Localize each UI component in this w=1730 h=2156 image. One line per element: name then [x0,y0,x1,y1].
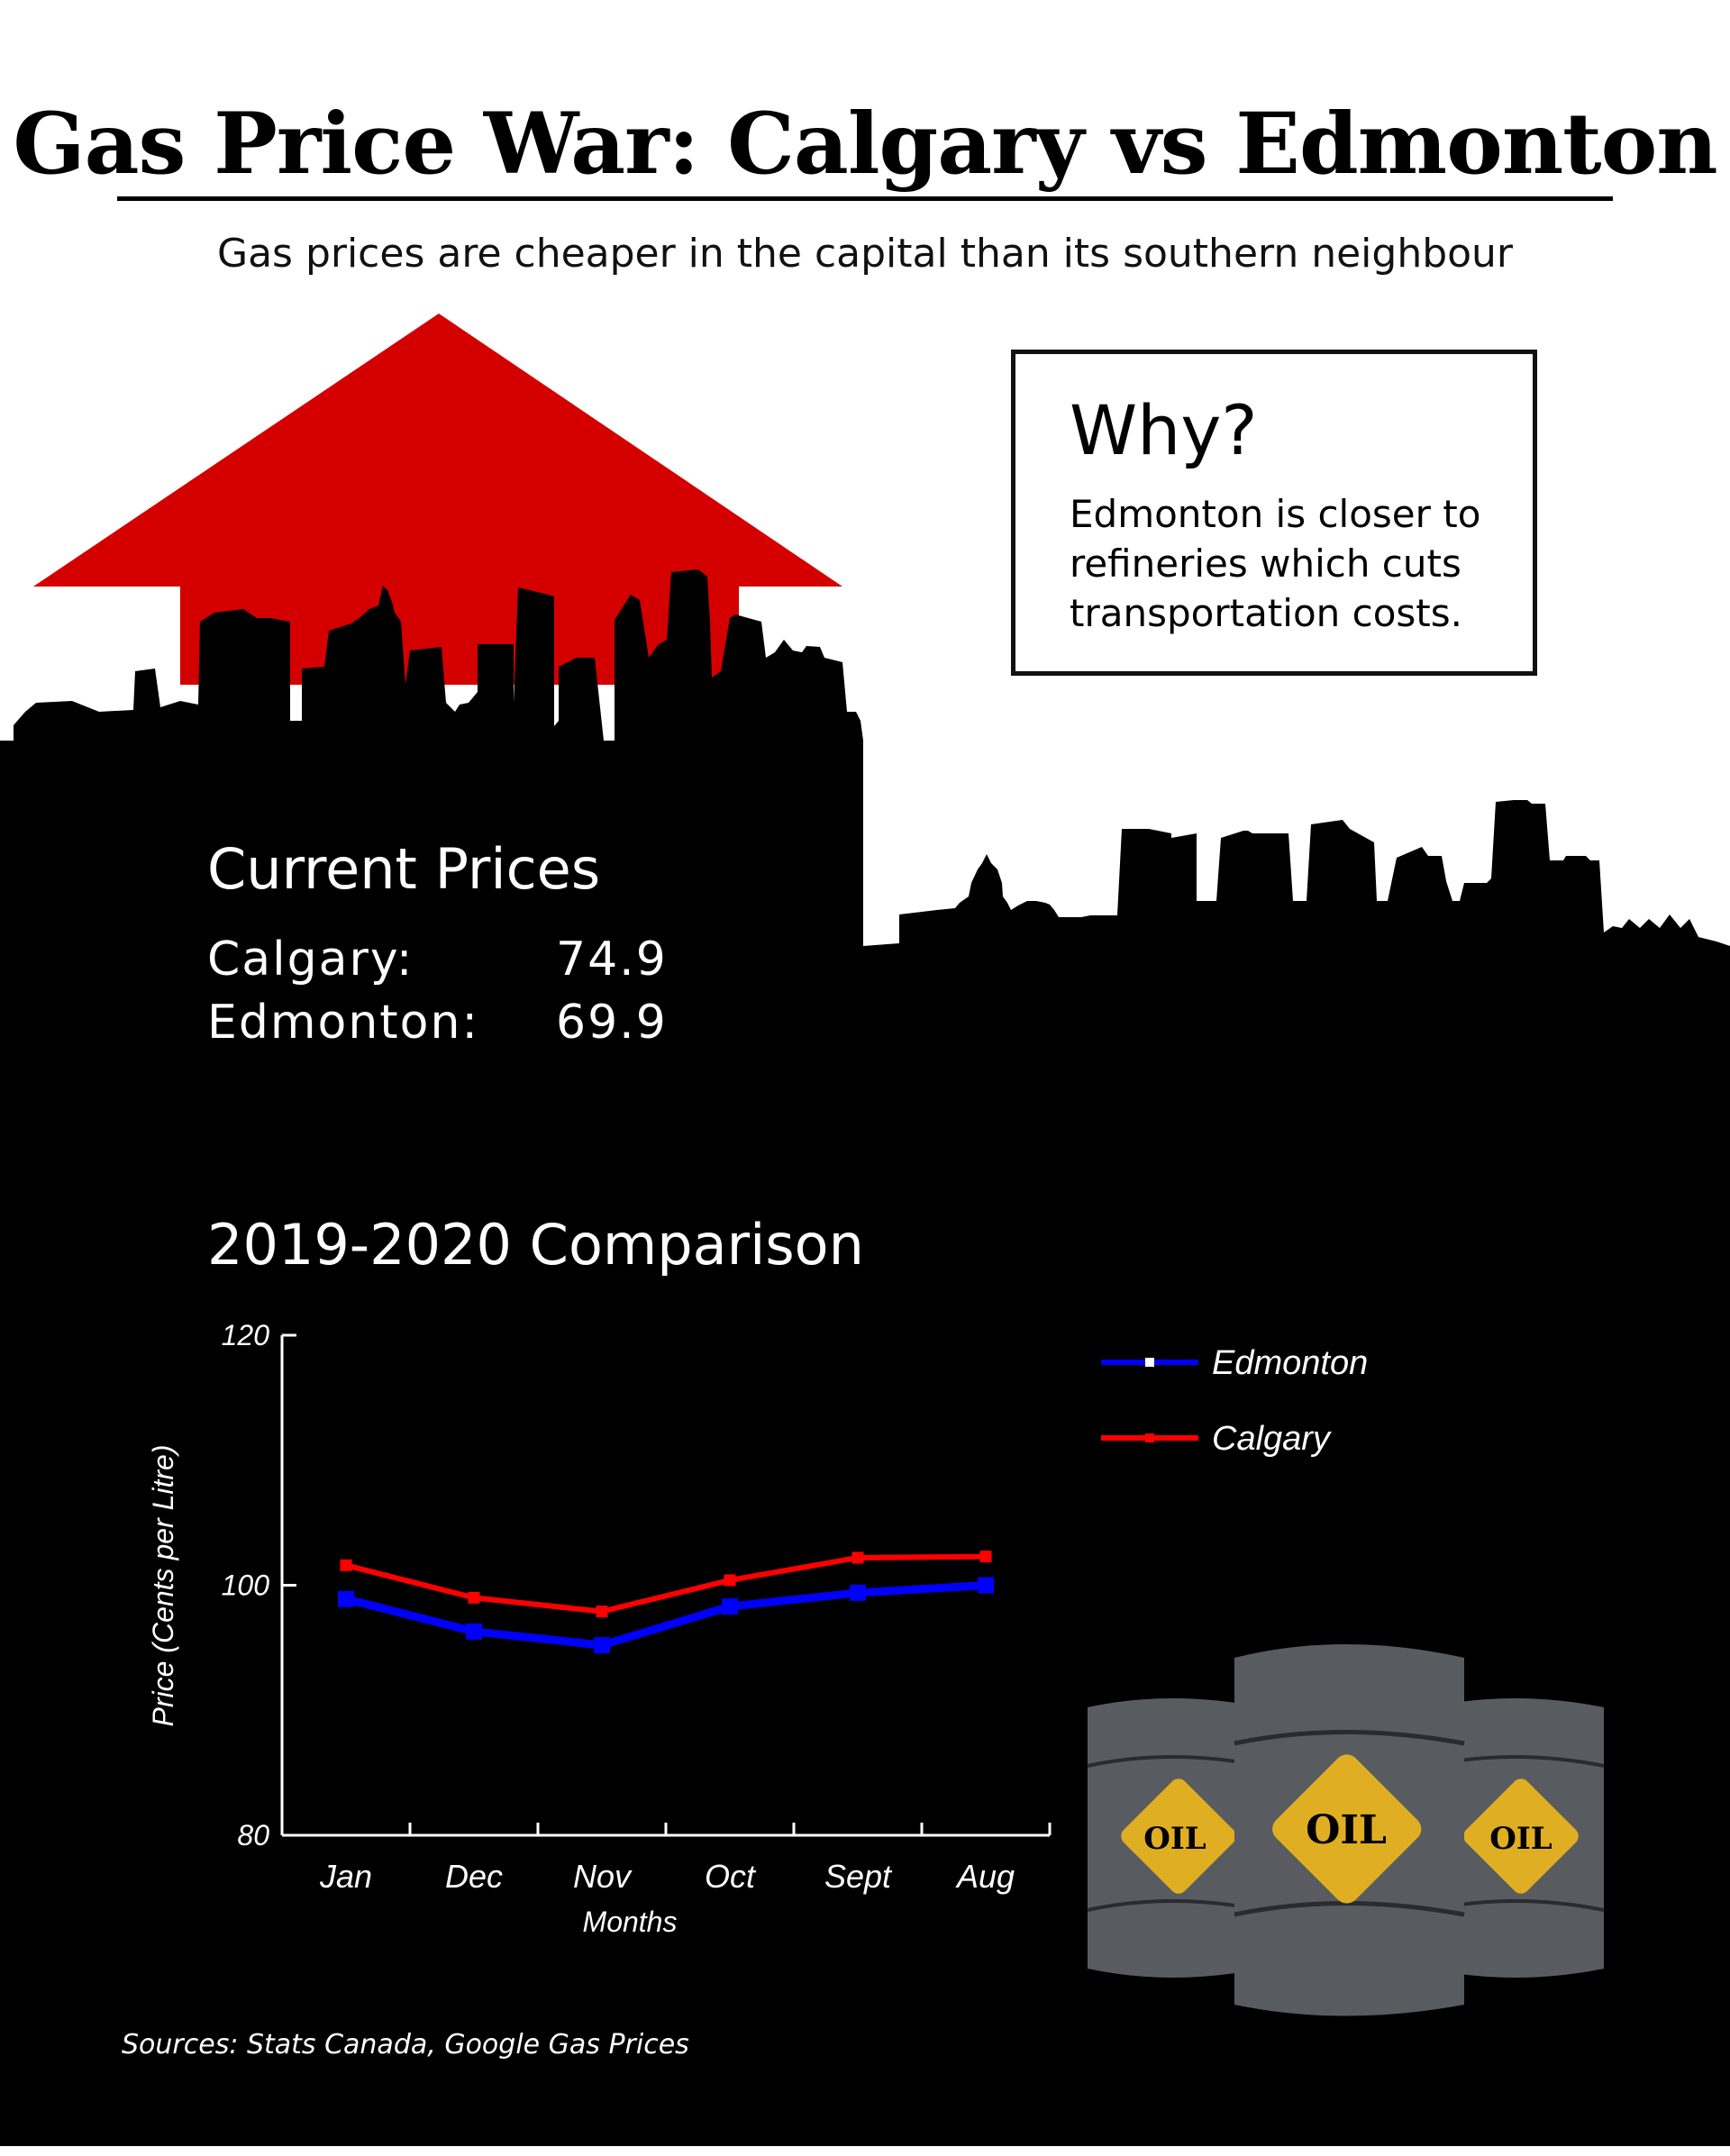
why-callout-box: Why? Edmonton is closer to refineries wh… [1011,350,1537,676]
page-subtitle: Gas prices are cheaper in the capital th… [216,231,1514,277]
calgary-price-label: Calgary: [207,932,414,987]
x-tick-label: Nov [573,1858,633,1895]
data-point-calgary [596,1606,608,1618]
data-point-edmonton [850,1584,866,1601]
x-tick-label: Oct [705,1858,757,1895]
data-point-calgary [851,1551,864,1564]
legend-marker-calgary [1145,1433,1154,1442]
data-point-edmonton [594,1637,610,1654]
y-tick-label: 100 [222,1569,270,1602]
edmonton-price-label: Edmonton: [207,996,479,1050]
oil-label-center: OIL [1306,1807,1387,1853]
x-axis-title: Months [583,1906,678,1938]
data-point-calgary [468,1591,480,1604]
x-tick-label: Sept [824,1858,893,1895]
data-point-calgary [979,1551,992,1563]
chart-legend: Edmonton Calgary [1101,1344,1368,1458]
x-tick-label: Jan [319,1858,372,1895]
oil-label-left: OIL [1143,1821,1206,1857]
series-line-calgary [345,1553,987,1615]
oil-label-right: OIL [1489,1821,1552,1857]
data-point-edmonton [722,1598,738,1615]
chart-series [338,1551,994,1654]
y-tick-label: 80 [237,1819,269,1851]
title-underline [117,196,1613,201]
why-heading: Why? [1070,390,1258,470]
bottom-strip [0,2146,1730,2156]
calgary-price-value: 74.9 [556,932,668,987]
legend-label-edmonton: Edmonton [1212,1344,1368,1382]
chart-axes: 80 100 120 Jan Dec Nov Oct Sept Aug Months Price (… [147,1319,1052,1938]
calgary-skyline [14,569,863,741]
legend-marker-edmonton [1145,1358,1154,1367]
oil-barrel-center: OIL [1234,1644,1465,2016]
y-axis-title: Price (Cents per Litre) [147,1445,179,1727]
series-line-edmonton [344,1581,987,1650]
legend-label-calgary: Calgary [1212,1420,1332,1458]
x-tick-label: Aug [955,1858,1015,1895]
data-point-edmonton [978,1577,994,1594]
edmonton-price-value: 69.9 [556,996,668,1050]
data-point-edmonton [338,1590,354,1607]
x-tick-label: Dec [445,1858,503,1895]
data-point-edmonton [466,1623,482,1640]
sources-note: Sources: Stats Canada, Google Gas Prices [122,2029,689,2060]
why-explanation: Edmonton is closer to refineries which c… [1070,492,1481,635]
page-title: Gas Price War: Calgary vs Edmonton [13,95,1717,194]
y-tick-label: 120 [222,1319,270,1351]
edmonton-skyline [863,800,1730,973]
data-point-calgary [340,1559,352,1571]
red-arrow [33,314,842,685]
data-point-calgary [724,1574,736,1587]
comparison-heading: 2019-2020 Comparison [207,1212,864,1278]
current-prices-heading: Current Prices [207,836,601,902]
